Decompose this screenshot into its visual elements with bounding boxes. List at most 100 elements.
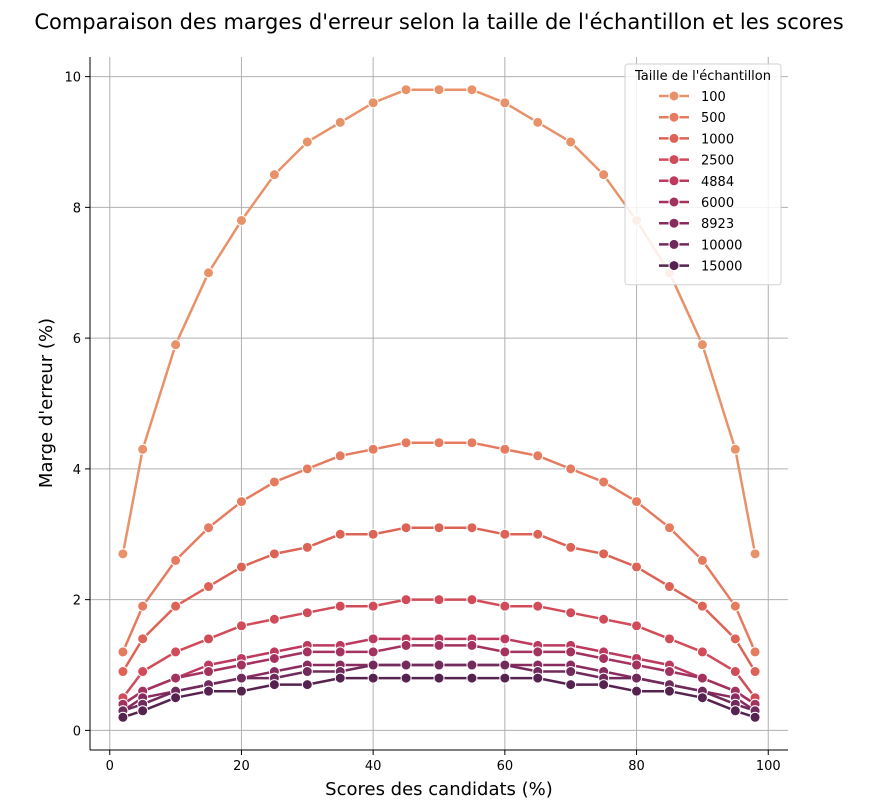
legend-item-4884: 4884 [659, 175, 734, 190]
data-point [170, 672, 182, 684]
data-point [301, 607, 313, 619]
data-point [235, 672, 247, 684]
data-point [565, 463, 577, 475]
data-point [663, 522, 675, 534]
data-point [334, 600, 346, 612]
data-point [235, 685, 247, 697]
legend-marker [668, 111, 680, 123]
data-point [400, 639, 412, 651]
data-point [334, 116, 346, 128]
series-line-500 [121, 441, 757, 653]
legend-label: 10000 [701, 238, 742, 253]
data-point [729, 666, 741, 678]
data-point [137, 666, 149, 678]
data-point [117, 548, 129, 560]
series-10000 [117, 659, 761, 717]
y-tick-label: 8 [73, 201, 81, 216]
series-500 [117, 437, 761, 658]
data-point [433, 639, 445, 651]
x-tick-label: 60 [497, 759, 514, 774]
chart-title: Comparaison des marges d'erreur selon la… [34, 10, 843, 34]
data-point [301, 463, 313, 475]
data-point [499, 672, 511, 684]
data-point [466, 522, 478, 534]
y-tick-label: 4 [73, 463, 81, 478]
data-point [367, 600, 379, 612]
data-point [749, 548, 761, 560]
data-point [334, 450, 346, 462]
data-point [367, 443, 379, 455]
x-tick-label: 40 [365, 759, 382, 774]
y-tick-label: 0 [73, 724, 81, 739]
data-point [466, 672, 478, 684]
data-point [565, 679, 577, 691]
legend-label: 6000 [701, 196, 734, 211]
data-point [268, 476, 280, 488]
data-point [170, 600, 182, 612]
data-point [696, 339, 708, 351]
data-point [203, 685, 215, 697]
data-point [749, 666, 761, 678]
data-point [532, 600, 544, 612]
data-point [696, 692, 708, 704]
data-point [499, 633, 511, 645]
data-point [433, 594, 445, 606]
data-point [631, 672, 643, 684]
legend-marker [668, 196, 680, 208]
legend-label: 1000 [701, 132, 734, 147]
y-axis-title: Marge d'erreur (%) [36, 318, 57, 488]
data-point [367, 646, 379, 658]
data-point [170, 692, 182, 704]
data-point [631, 685, 643, 697]
data-point [235, 659, 247, 671]
data-point [729, 443, 741, 455]
data-point [117, 666, 129, 678]
legend-marker [668, 260, 680, 272]
y-tick-label: 6 [73, 332, 81, 347]
legend-marker [668, 238, 680, 250]
data-point [749, 711, 761, 723]
data-point [137, 633, 149, 645]
data-point [499, 97, 511, 109]
data-point [400, 84, 412, 96]
data-point [499, 646, 511, 658]
data-point [631, 561, 643, 573]
data-point [696, 646, 708, 658]
legend: Taille de l'échantillon 100 500 1000 2500 488… [624, 63, 782, 286]
data-point [334, 528, 346, 540]
data-point [532, 116, 544, 128]
legend-item-6000: 6000 [659, 196, 734, 211]
legend-item-10000: 10000 [659, 238, 742, 253]
data-point [532, 450, 544, 462]
series-line-10000 [122, 663, 756, 712]
data-point [334, 672, 346, 684]
data-point [400, 594, 412, 606]
data-point [532, 528, 544, 540]
data-point [663, 685, 675, 697]
data-point [631, 620, 643, 632]
legend-item-15000: 15000 [659, 260, 742, 275]
data-point [367, 528, 379, 540]
series-1000 [117, 522, 761, 678]
data-point [268, 169, 280, 181]
data-point [598, 476, 610, 488]
data-point [400, 659, 412, 671]
data-point [301, 679, 313, 691]
legend-item-100: 100 [659, 90, 726, 105]
data-point [235, 620, 247, 632]
x-tick-label: 0 [106, 759, 114, 774]
data-point [400, 437, 412, 449]
series-15000 [117, 672, 761, 723]
legend-item-8923: 8923 [659, 217, 734, 232]
data-point [301, 136, 313, 148]
series-2500 [117, 594, 761, 704]
data-point [203, 581, 215, 593]
data-point [663, 666, 675, 678]
data-point [433, 522, 445, 534]
data-point [117, 646, 129, 658]
data-point [170, 646, 182, 658]
data-point [466, 437, 478, 449]
data-point [400, 672, 412, 684]
